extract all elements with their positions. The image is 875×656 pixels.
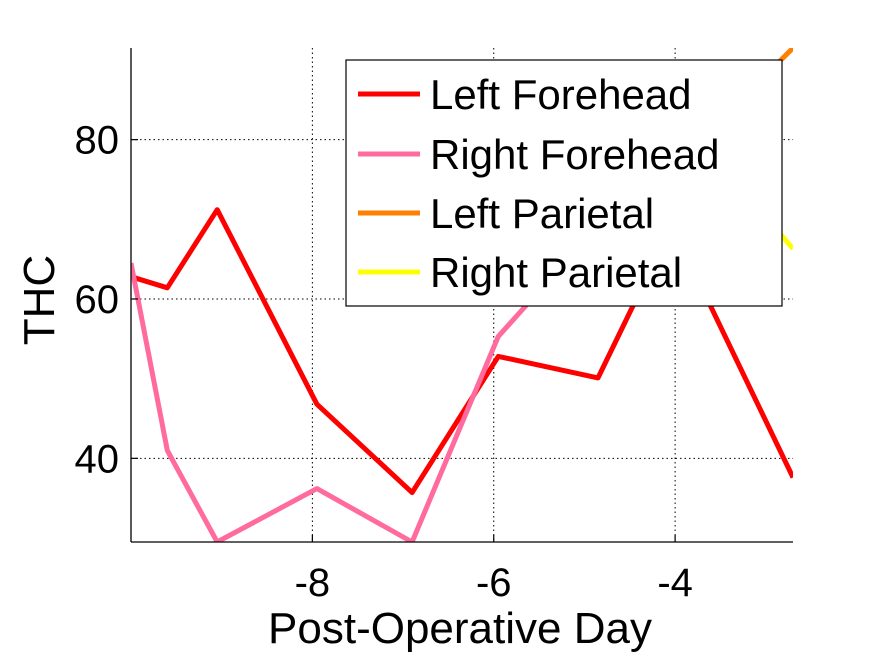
legend-box <box>345 59 783 307</box>
y-axis-title: THC <box>15 255 64 345</box>
axes <box>130 48 793 543</box>
tick-labels: -8 -6 -4 40 60 80 <box>75 119 693 605</box>
legend: Left Forehead Right Forehead Left Parietal… <box>345 59 783 307</box>
series-line-left-parietal <box>777 48 793 64</box>
legend-label: Left Forehead <box>430 71 692 118</box>
y-tick-label: 60 <box>75 278 120 322</box>
x-tick-label: -4 <box>657 561 693 605</box>
x-tick-label: -6 <box>476 561 512 605</box>
legend-label: Left Parietal <box>430 190 654 237</box>
x-axis-title: Post-Operative Day <box>268 604 652 653</box>
x-tick-label: -8 <box>295 561 331 605</box>
legend-label: Right Parietal <box>430 249 682 296</box>
y-tick-label: 80 <box>75 119 120 163</box>
legend-label: Right Forehead <box>430 131 720 178</box>
y-tick-label: 40 <box>75 437 120 481</box>
series-line-right-forehead <box>131 262 541 542</box>
